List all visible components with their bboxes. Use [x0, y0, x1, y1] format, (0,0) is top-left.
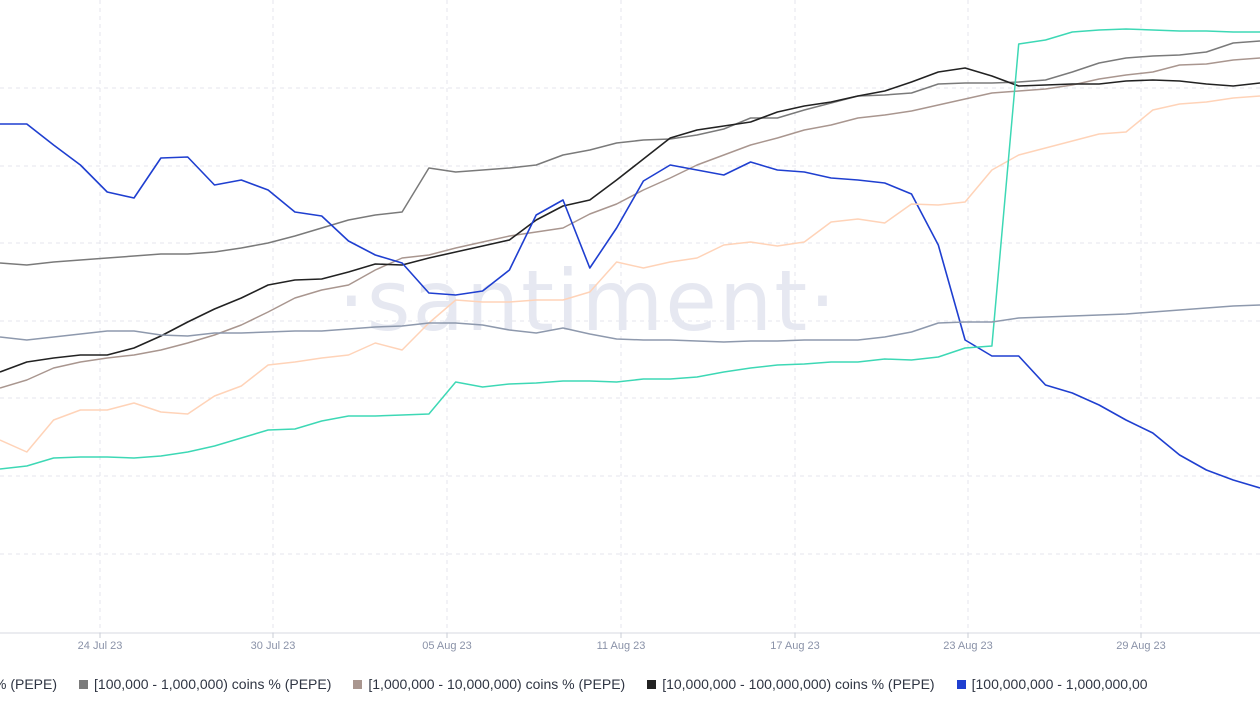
legend-swatch: [956, 679, 966, 689]
santiment-watermark: ·santiment·: [338, 252, 838, 350]
series-line-6: [0, 304, 1260, 343]
series-lines: [0, 28, 1260, 489]
legend-swatch: [79, 679, 89, 689]
x-tick-label: 24 Jul 23: [78, 640, 123, 652]
legend-item[interactable]: [100,000,000 - 1,000,000,00: [956, 676, 1148, 692]
legend-label: [100,000 - 1,000,000) coins % (PEPE): [94, 676, 332, 692]
legend-swatch: [353, 679, 363, 689]
series-line-0: [0, 40, 1260, 266]
x-tick-label: 17 Aug 23: [770, 640, 820, 652]
series-line-5: [0, 28, 1260, 470]
gridlines: [0, 0, 1260, 633]
legend: % (PEPE) [100,000 - 1,000,000) coins % (P…: [0, 674, 1170, 694]
legend-item[interactable]: [10,000,000 - 100,000,000) coins % (PEPE…: [647, 676, 935, 692]
legend-item[interactable]: [100,000 - 1,000,000) coins % (PEPE): [79, 676, 331, 692]
legend-item[interactable]: [1,000,000 - 10,000,000) coins % (PEPE): [353, 676, 625, 692]
series-line-3: [0, 123, 1260, 489]
legend-item[interactable]: % (PEPE): [0, 676, 57, 692]
legend-label: % (PEPE): [0, 676, 58, 692]
x-tick-label: 29 Aug 23: [1116, 640, 1166, 652]
x-axis: 24 Jul 23 30 Jul 23 05 Aug 23 11 Aug 23 17 A…: [0, 632, 1260, 652]
x-tick-label: 30 Jul 23: [251, 640, 296, 652]
legend-label: [100,000,000 - 1,000,000,00: [971, 676, 1148, 692]
legend-swatch: [647, 679, 657, 689]
series-line-4: [0, 95, 1260, 453]
series-line-1: [0, 57, 1260, 389]
series-line-2: [0, 67, 1260, 373]
legend-label: [1,000,000 - 10,000,000) coins % (PEPE): [368, 676, 626, 692]
x-tick-label: 11 Aug 23: [597, 640, 646, 652]
legend-label: [10,000,000 - 100,000,000) coins % (PEPE…: [662, 676, 935, 692]
x-tick-label: 05 Aug 23: [422, 640, 472, 652]
x-tick-label: 23 Aug 23: [943, 640, 993, 652]
